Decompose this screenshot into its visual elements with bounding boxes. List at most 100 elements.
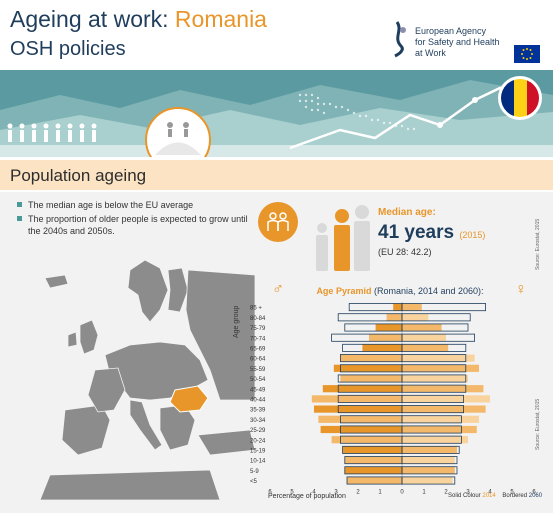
tick-label-age: 65-69 (250, 347, 266, 353)
agency-name: European Agency for Safety and Health at… (415, 26, 505, 59)
bar-female-2014 (402, 375, 468, 382)
bar-female-2014 (402, 416, 479, 423)
bar-male-2014 (332, 436, 402, 443)
y-axis-label: Age group (226, 300, 246, 340)
ireland-shape (68, 332, 77, 347)
tick-label-age: 85 + (250, 306, 262, 312)
france-shape (88, 368, 125, 412)
italy-shape (130, 400, 162, 450)
tick-label-age: 75-79 (250, 326, 266, 332)
tick-label-age: 40-44 (250, 398, 266, 404)
bar-male-2014 (340, 375, 402, 382)
list-item: The median age is below the EU average (17, 199, 252, 211)
svg-text:Source: Eurostat, 2015: Source: Eurostat, 2015 (535, 219, 541, 270)
section-title: Population ageing (10, 166, 146, 186)
bar-male-2014 (312, 395, 402, 402)
north-africa-shape (40, 470, 220, 500)
tick-label-age: 20-24 (250, 438, 266, 444)
eu-flag-icon (514, 45, 540, 63)
svg-text:Age group: Age group (233, 306, 240, 338)
family-icon (258, 202, 298, 242)
bar-male-2014 (369, 334, 402, 341)
chart-legend: Solid Colour 2014 Bordered 2060 (448, 493, 542, 499)
tick-label-x: 1 (422, 490, 426, 496)
median-age-eu: (EU 28: 42.2) (378, 247, 432, 257)
median-age-year: (2015) (459, 230, 485, 240)
bar-male-2014 (347, 477, 402, 484)
bar-female-2014 (402, 457, 455, 464)
bar-female-2014 (402, 304, 422, 311)
tick-label-age: 25-29 (250, 428, 266, 434)
bar-female-2014 (402, 385, 483, 392)
median-age-figures-icon (310, 198, 376, 274)
tick-label-age: 50-54 (250, 377, 266, 383)
bar-male-2014 (376, 324, 402, 331)
bar-female-2014 (402, 344, 448, 351)
bar-female-2014 (402, 334, 446, 341)
bar-male-2014 (323, 385, 402, 392)
title-country: Romania (175, 6, 267, 32)
romania-highlight (170, 386, 208, 412)
iceland-shape (45, 275, 68, 288)
x-axis-label: Percentage of population (268, 493, 346, 500)
romania-flag-icon (498, 76, 542, 120)
tick-label-age: 60-64 (250, 357, 266, 363)
male-icon: ♂ (272, 281, 284, 299)
bar-female-2014 (402, 406, 486, 413)
bar-female-2014 (402, 426, 477, 433)
tick-label-age: <5 (250, 479, 258, 485)
uk-shape (80, 320, 98, 354)
tick-label-age: 45-49 (250, 387, 266, 393)
tick-label-age: 55-59 (250, 367, 266, 373)
bullet-list: The median age is below the EU average T… (17, 199, 252, 239)
tick-label-age: 70-74 (250, 336, 266, 342)
tick-label-age: 80-84 (250, 316, 266, 322)
bar-male-2014 (321, 426, 402, 433)
tick-label-age: 15-19 (250, 449, 266, 455)
tick-label-age: 5-9 (250, 469, 259, 475)
bar-female-2014 (402, 477, 453, 484)
bar-female-2014 (402, 355, 475, 362)
tick-label-age: 35-39 (250, 408, 266, 414)
europe-map (10, 250, 255, 500)
header-banner (0, 70, 553, 157)
age-pyramid-chart: 85 + 80-84 75-79 70-74 65-69 60-64 55-59 50-54 4… (245, 298, 545, 513)
header: Ageing at work: Romania OSH policies Eur… (0, 0, 553, 70)
bar-female-2014 (402, 324, 442, 331)
balkans-shape (160, 405, 195, 450)
female-icon: ♀ (515, 281, 527, 299)
agency-emblem-icon (389, 20, 411, 58)
page-title: Ageing at work: Romania (10, 6, 267, 33)
bar-male-2014 (387, 314, 402, 321)
bar-female-2014 (402, 395, 490, 402)
list-item: The proportion of older people is expect… (17, 213, 252, 237)
bar-female-2014 (402, 314, 428, 321)
median-age-value: 41 years (2015) (378, 222, 485, 244)
bar-male-2014 (343, 446, 402, 453)
bar-female-2014 (402, 365, 479, 372)
bar-female-2014 (402, 436, 468, 443)
source-note-median: Source: Eurostat, 2015 (532, 200, 542, 270)
median-age-label: Median age: (378, 207, 436, 218)
eu-stars (521, 48, 533, 60)
bar-female-2014 (402, 467, 455, 474)
banner-illustration (0, 70, 553, 157)
iberia-shape (62, 405, 110, 455)
bar-female-2014 (402, 446, 457, 453)
tick-label-x: 2 (356, 490, 360, 496)
tick-label-age: 30-34 (250, 418, 266, 424)
bar-male-2014 (345, 457, 402, 464)
scandinavia-shape (128, 260, 168, 322)
bar-male-2014 (345, 467, 402, 474)
bar-male-2014 (334, 365, 402, 372)
bar-male-2014 (318, 416, 402, 423)
bar-male-2014 (362, 344, 402, 351)
bar-male-2014 (393, 304, 402, 311)
title-main: Ageing at work: (10, 6, 169, 32)
section-header: Population ageing (0, 160, 553, 190)
tick-label-age: 10-14 (250, 459, 266, 465)
bar-male-2014 (340, 355, 402, 362)
tick-label-x: 1 (378, 490, 382, 496)
page-subtitle: OSH policies (10, 38, 126, 61)
bar-male-2014 (314, 406, 402, 413)
